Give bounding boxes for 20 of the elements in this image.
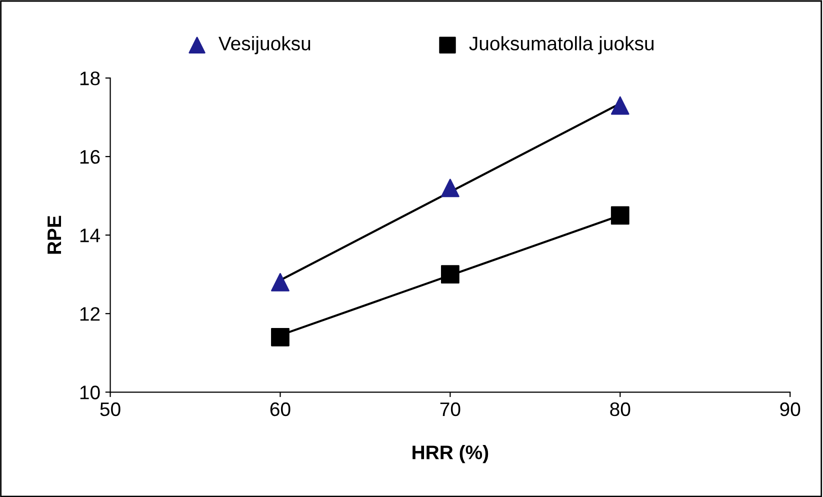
- x-tick-label: 70: [440, 402, 460, 416]
- legend-label: Juoksumatolla juoksu: [469, 36, 654, 54]
- point: [271, 272, 290, 292]
- point: [440, 178, 460, 198]
- y-axis-title: RPE: [48, 216, 62, 254]
- x-axis-title: HRR (%): [412, 444, 488, 464]
- y-tick-label: 16: [80, 150, 100, 164]
- y-tick-label: 14: [80, 228, 100, 242]
- point: [271, 328, 290, 346]
- x-tick-label: 50: [100, 402, 120, 416]
- y-tick-label: 18: [80, 71, 100, 86]
- x-tick-label: 60: [270, 402, 290, 416]
- point: [610, 206, 630, 225]
- y-tick-label: 10: [80, 386, 100, 400]
- y-tick-label: 12: [80, 307, 100, 321]
- legend-label: Vesijuoksu: [218, 36, 310, 54]
- x-tick-label: 90: [780, 402, 800, 416]
- x-tick-label: 80: [610, 402, 630, 416]
- point: [610, 96, 630, 115]
- point: [440, 265, 460, 284]
